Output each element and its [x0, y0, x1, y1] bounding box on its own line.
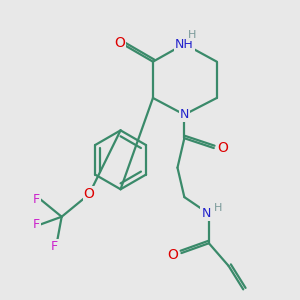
Text: F: F: [33, 218, 40, 231]
Text: F: F: [33, 193, 40, 206]
Text: O: O: [167, 248, 178, 262]
Text: N: N: [201, 207, 211, 220]
Text: F: F: [51, 240, 58, 253]
Text: NH: NH: [175, 38, 194, 50]
Text: H: H: [214, 203, 222, 213]
Text: O: O: [84, 187, 94, 201]
Text: O: O: [114, 36, 125, 50]
Text: N: N: [180, 108, 189, 121]
Text: O: O: [217, 141, 228, 155]
Text: H: H: [188, 30, 196, 40]
